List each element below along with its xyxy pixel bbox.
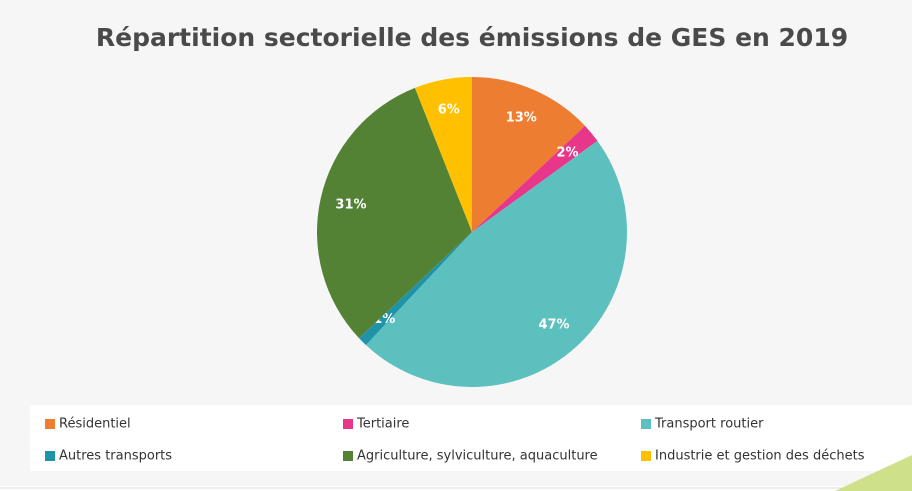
- pie-slice: [359, 232, 472, 345]
- pie-slice: [365, 140, 628, 388]
- legend-label: Agriculture, sylviculture, aquaculture: [357, 449, 598, 464]
- legend-swatch: [641, 451, 651, 461]
- legend-label: Résidentiel: [59, 417, 131, 432]
- data-label: 2%: [557, 145, 579, 160]
- legend-label: Transport routier: [654, 417, 764, 432]
- data-label: 31%: [335, 197, 366, 212]
- data-label: 6%: [438, 103, 460, 118]
- pie-slice: [472, 77, 585, 232]
- pie-slice: [472, 125, 598, 232]
- legend-background: [30, 405, 912, 471]
- legend-swatch: [45, 419, 55, 429]
- legend-swatch: [343, 419, 353, 429]
- legend-swatch: [641, 419, 651, 429]
- data-label: 47%: [538, 318, 569, 333]
- legend-label: Tertiaire: [356, 417, 409, 432]
- chart-title: Répartition sectorielle des émissions de…: [96, 23, 848, 52]
- legend-label: Industrie et gestion des déchets: [655, 449, 865, 464]
- legend-swatch: [45, 451, 55, 461]
- pie-slice: [414, 77, 472, 232]
- data-label: 13%: [506, 111, 537, 126]
- legend-swatch: [343, 451, 353, 461]
- pie-slice: [317, 87, 472, 339]
- legend-label: Autres transports: [59, 449, 172, 464]
- decoration: [835, 455, 912, 491]
